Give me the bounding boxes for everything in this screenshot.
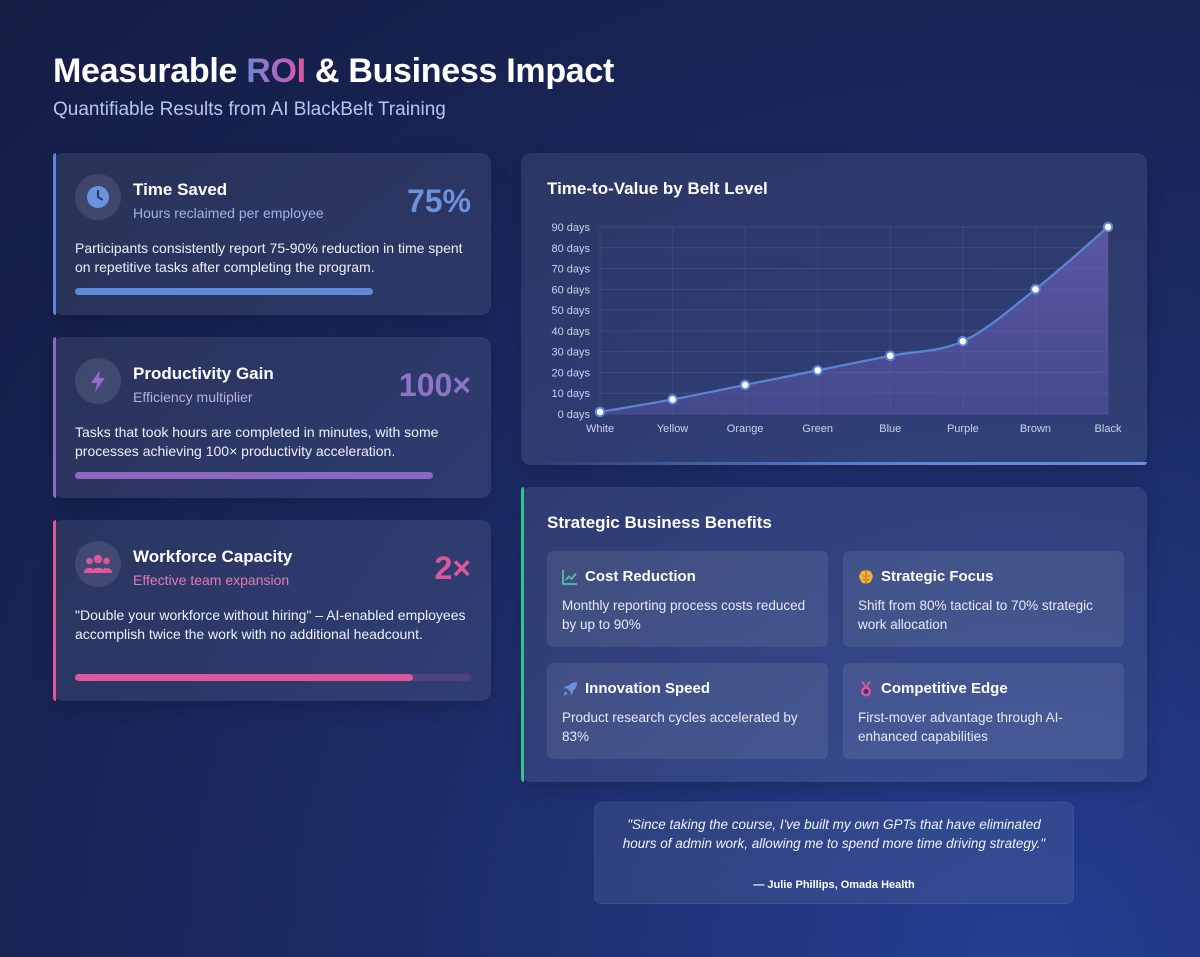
page-subtitle: Quantifiable Results from AI BlackBelt T… xyxy=(53,99,446,120)
data-point xyxy=(739,379,751,391)
benefit-description: Monthly reporting process costs reduced … xyxy=(562,598,806,632)
data-point xyxy=(1102,221,1114,233)
benefit-title: Cost Reduction xyxy=(585,568,696,585)
title-pre: Measurable xyxy=(53,52,247,90)
metric-value: 100× xyxy=(398,367,471,403)
chart-line-icon xyxy=(562,570,577,585)
benefit-description: Product research cycles accelerated by 8… xyxy=(562,710,798,744)
testimonial-text: "Since taking the course, I've built my … xyxy=(622,817,1046,851)
metric-value: 2× xyxy=(434,550,471,586)
metric-description: "Double your workforce without hiring" –… xyxy=(75,607,466,642)
card-accent-line xyxy=(531,462,1147,465)
y-tick-label: 40 days xyxy=(551,326,590,338)
x-tick-label: Purple xyxy=(947,423,979,435)
y-tick-label: 30 days xyxy=(551,347,590,359)
y-tick-label: 50 days xyxy=(551,305,590,317)
benefit-description: Shift from 80% tactical to 70% strategic… xyxy=(858,598,1093,632)
page-title: Measurable ROI & Business Impact xyxy=(53,52,614,91)
metric-title: Workforce Capacity xyxy=(133,547,293,566)
card-accent-bar xyxy=(53,153,56,315)
brain-icon xyxy=(859,570,873,584)
card-accent-bar xyxy=(521,487,524,782)
benefit-description: First-mover advantage through AI-enhance… xyxy=(858,710,1063,744)
testimonial-author: — Julie Phillips, Omada Health xyxy=(753,879,915,891)
metric-progress-bar xyxy=(75,472,433,479)
metric-title: Productivity Gain xyxy=(133,364,274,383)
benefits-title: Strategic Business Benefits xyxy=(547,513,772,532)
metric-description: Tasks that took hours are completed in m… xyxy=(75,424,439,459)
metric-card-time-saved: Time Saved Hours reclaimed per employee … xyxy=(53,153,491,315)
metric-title: Time Saved xyxy=(133,180,228,199)
strategic-benefits-card: Strategic Business Benefits Cost Reducti… xyxy=(521,487,1147,782)
benefit-title: Innovation Speed xyxy=(585,680,711,697)
medal-icon xyxy=(861,681,871,697)
time-to-value-chart: 0 days 10 days 20 days 30 days 40 days 50 day… xyxy=(551,221,1122,435)
lightning-icon xyxy=(75,358,121,404)
benefit-innovation-speed: Innovation Speed Product research cycles… xyxy=(547,663,828,759)
metric-value: 75% xyxy=(406,183,471,219)
y-tick-label: 90 days xyxy=(551,222,590,234)
benefit-cost-reduction: Cost Reduction Monthly reporting process… xyxy=(547,551,828,647)
metric-card-workforce-capacity: Workforce Capacity Effective team expans… xyxy=(53,520,491,701)
data-point xyxy=(1030,284,1041,295)
rocket-icon xyxy=(563,682,577,696)
chart-title: Time-to-Value by Belt Level xyxy=(547,179,768,198)
title-post: & Business Impact xyxy=(305,52,615,90)
metric-progress-bar xyxy=(75,674,413,681)
card-accent-bar xyxy=(53,520,56,701)
y-tick-label: 0 days xyxy=(558,409,591,421)
x-tick-label: White xyxy=(586,423,614,435)
metric-subtitle: Efficiency multiplier xyxy=(133,389,253,405)
benefit-strategic-focus: Strategic Focus Shift from 80% tactical … xyxy=(843,551,1124,647)
x-tick-label: Orange xyxy=(727,423,764,435)
data-point xyxy=(594,406,606,418)
clock-icon xyxy=(75,174,121,220)
testimonial-quote: "Since taking the course, I've built my … xyxy=(594,802,1074,904)
y-tick-label: 10 days xyxy=(551,388,590,400)
benefit-competitive-edge: Competitive Edge First-mover advantage t… xyxy=(843,663,1124,759)
benefit-title: Competitive Edge xyxy=(881,680,1008,697)
x-tick-label: Green xyxy=(802,423,833,435)
area-fill xyxy=(600,227,1108,414)
data-point xyxy=(884,350,896,362)
time-to-value-chart-card: Time-to-Value by Belt Level 0 days 10 day… xyxy=(521,153,1147,465)
y-tick-label: 80 days xyxy=(551,243,590,255)
metric-progress-bar xyxy=(75,288,373,295)
y-tick-label: 20 days xyxy=(551,367,590,379)
y-tick-label: 70 days xyxy=(551,264,590,276)
users-icon xyxy=(75,541,121,587)
data-point xyxy=(667,394,678,405)
x-tick-label: Brown xyxy=(1020,423,1051,435)
metric-subtitle: Effective team expansion xyxy=(133,572,290,588)
data-point xyxy=(957,335,969,347)
y-tick-label: 60 days xyxy=(551,284,590,296)
benefit-title: Strategic Focus xyxy=(881,568,994,585)
x-tick-label: Yellow xyxy=(657,423,688,435)
x-tick-label: Blue xyxy=(879,423,901,435)
metric-description: Participants consistently report 75-90% … xyxy=(75,240,463,275)
metric-subtitle: Hours reclaimed per employee xyxy=(133,205,324,221)
title-accent: ROI xyxy=(246,52,306,90)
x-tick-label: Black xyxy=(1095,423,1122,435)
data-point xyxy=(812,365,824,376)
card-accent-bar xyxy=(53,337,56,498)
metric-card-productivity-gain: Productivity Gain Efficiency multiplier … xyxy=(53,337,491,498)
